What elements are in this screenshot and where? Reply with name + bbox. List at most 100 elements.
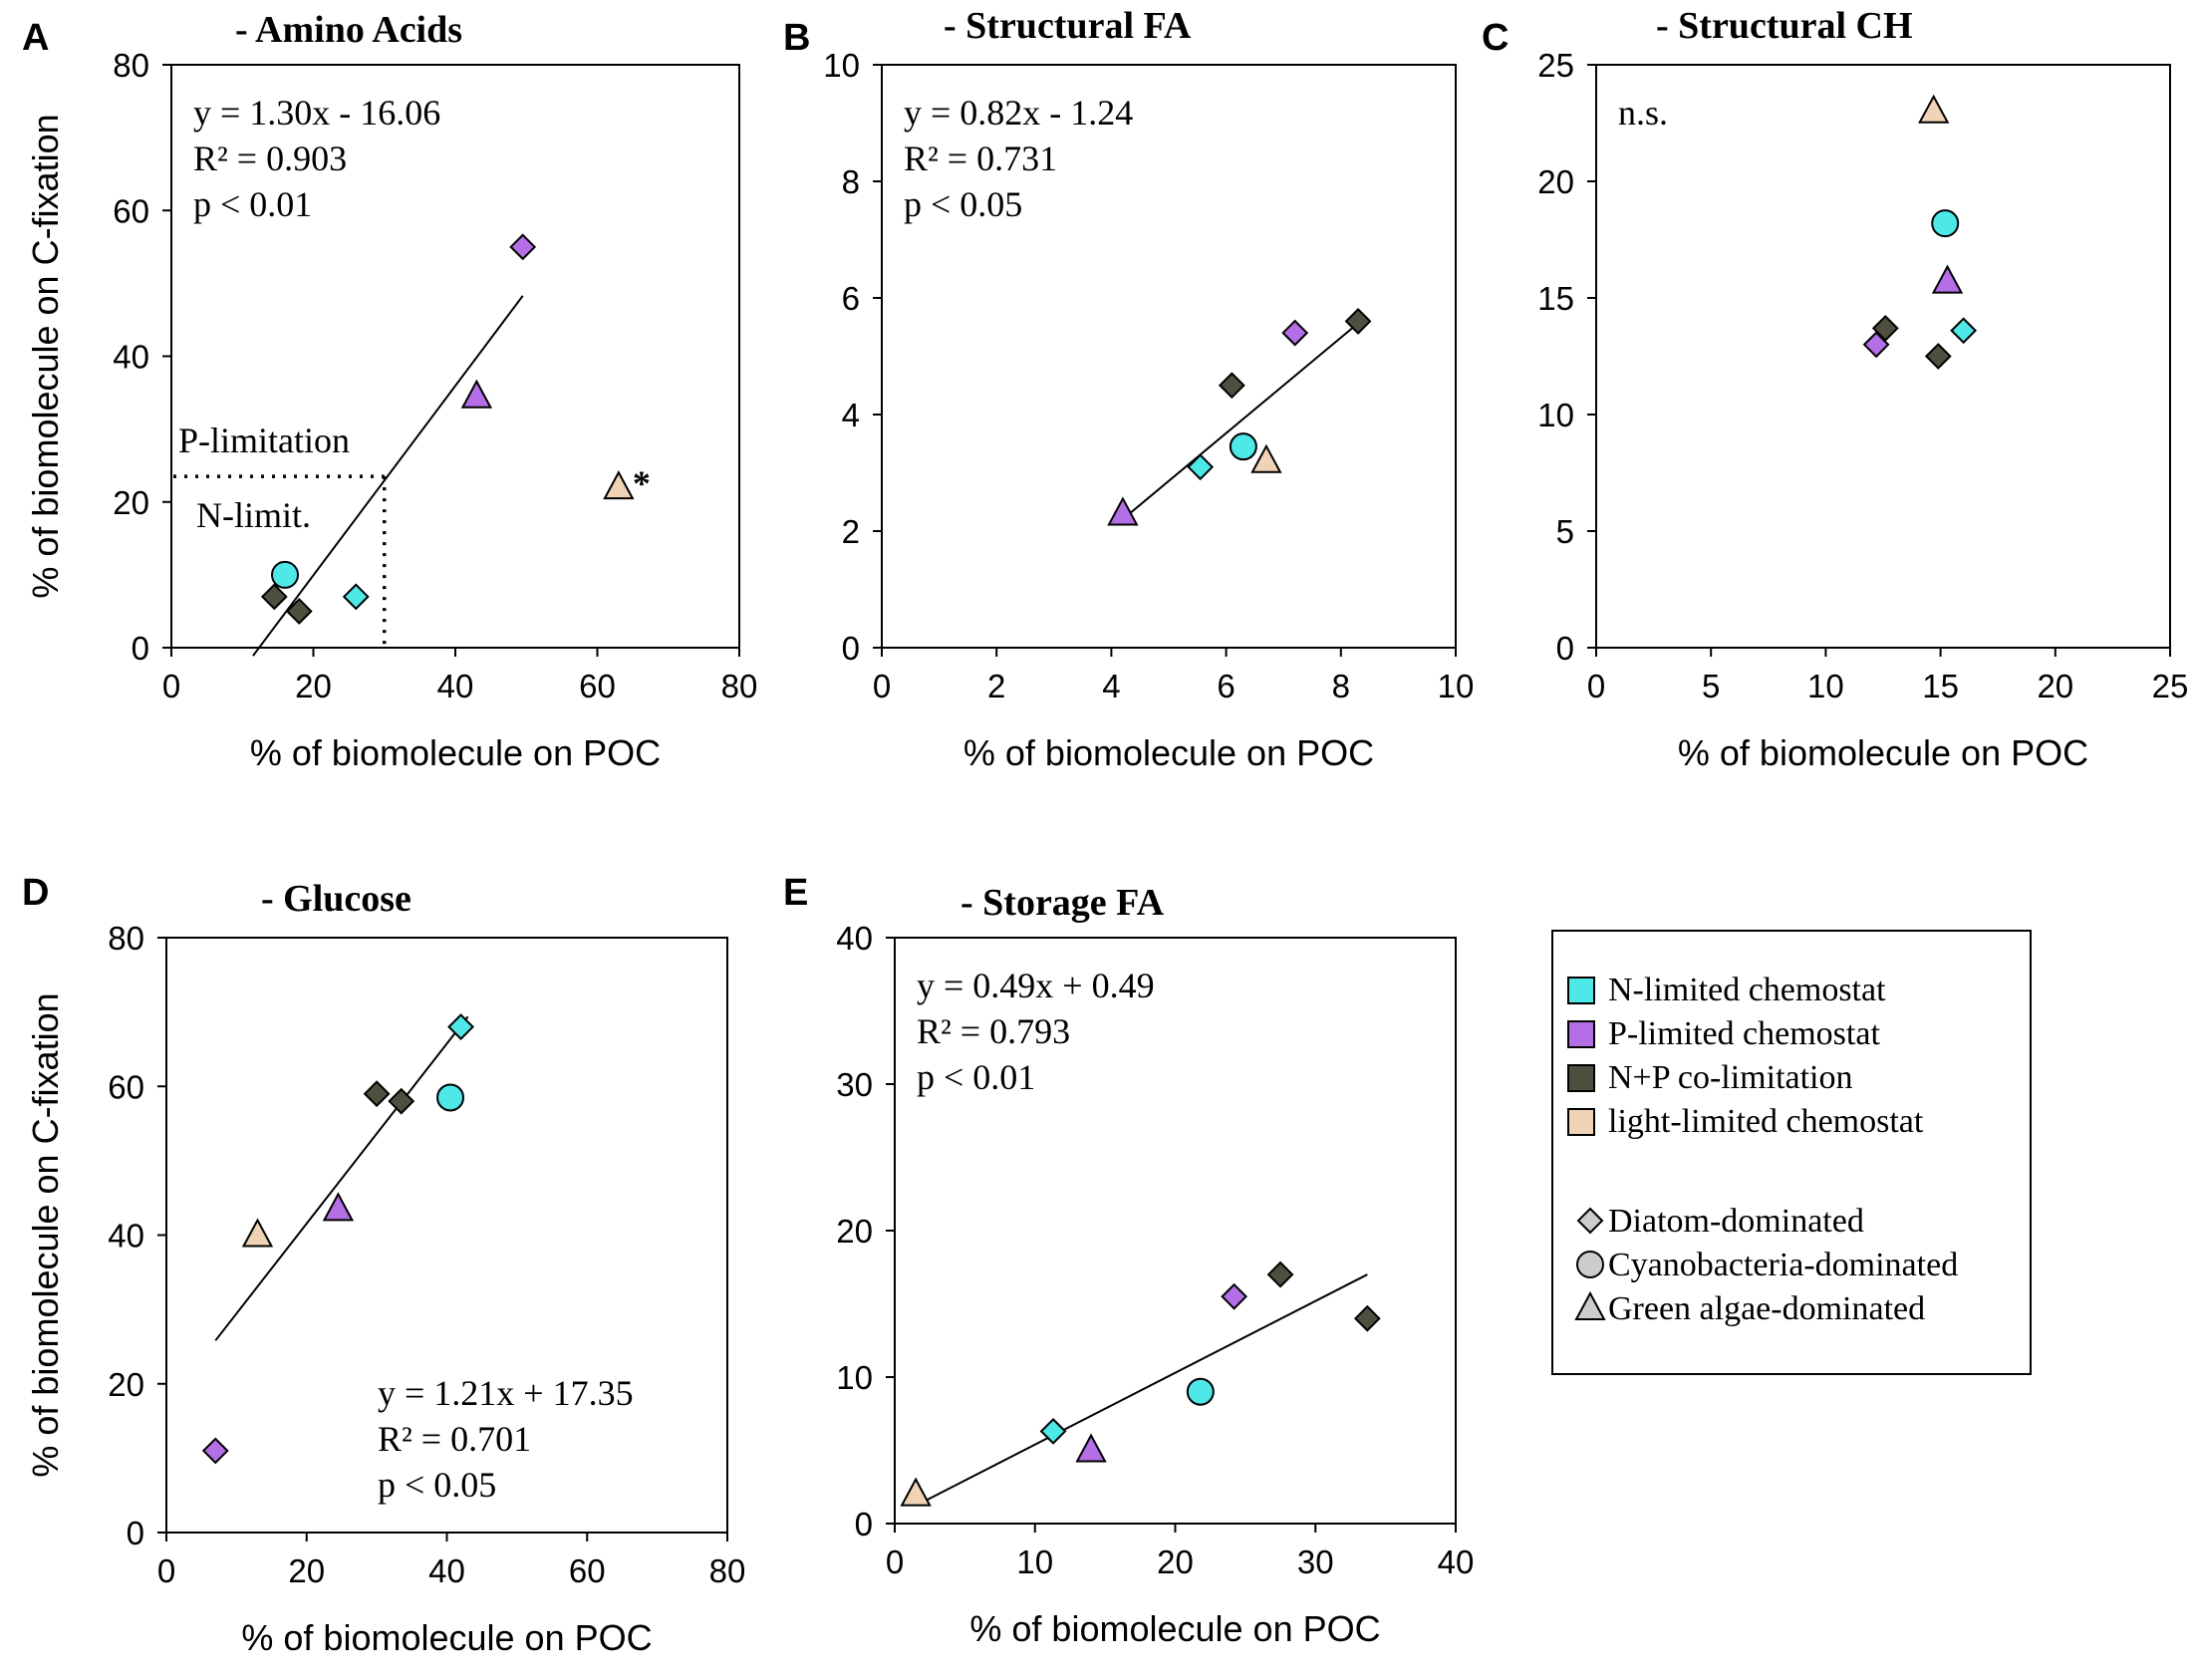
legend-swatch [1567, 1108, 1595, 1136]
regression-stat: n.s. [1618, 93, 1668, 133]
x-tick-label: 2 [987, 668, 1005, 704]
data-point-triangle [1075, 1433, 1107, 1463]
legend-label: light-limited chemostat [1608, 1103, 1924, 1140]
panel-letter: E [783, 872, 808, 914]
y-tick-label: 40 [108, 1218, 144, 1255]
x-tick-label: 0 [157, 1552, 175, 1589]
y-tick-label: 40 [113, 339, 149, 376]
x-tick-label: 60 [569, 1552, 606, 1589]
y-tick-label: 20 [113, 484, 149, 521]
regression-stat: R² = 0.793 [917, 1011, 1070, 1051]
regression-line [915, 1273, 1368, 1507]
x-tick-label: 0 [1587, 668, 1605, 704]
data-point-diamond [1924, 343, 1952, 370]
legend: N-limited chemostat P-limited chemostat N+… [1551, 930, 2032, 1375]
legend-diamond-icon [1576, 1207, 1604, 1235]
regression-stat: y = 0.82x - 1.24 [904, 93, 1133, 133]
y-tick-label: 2 [842, 513, 860, 550]
data-point-diamond [1281, 319, 1309, 347]
x-tick-label: 60 [579, 668, 616, 704]
data-point-circle [1931, 209, 1960, 238]
regression-stat: y = 0.49x + 0.49 [917, 966, 1155, 1005]
y-axis-label: % of biomolecule on C-fixation [25, 114, 66, 598]
y-tick-label: 10 [836, 1359, 873, 1396]
x-tick-label: 20 [295, 668, 332, 704]
data-point-diamond [1218, 372, 1245, 400]
data-point-diamond [509, 233, 537, 261]
x-tick-label: 40 [437, 668, 474, 704]
panel-letter: C [1482, 17, 1509, 59]
x-tick-label: 10 [1438, 668, 1475, 704]
regression-stat: y = 1.30x - 16.06 [193, 93, 440, 133]
y-axis-label: % of biomolecule on C-fixation [25, 992, 66, 1477]
plot-frame [881, 64, 1457, 649]
regression-line [214, 1015, 469, 1341]
panel-d: D - Glucose 0 20 40 60 80 0 20 40 60 80 % of biomole… [22, 872, 745, 1658]
plot-frame [1595, 64, 2171, 649]
data-point-triangle [1107, 496, 1139, 526]
annotation-n-limitation: N-limit. [196, 495, 311, 535]
data-point-circle [436, 1083, 465, 1112]
y-tick-label: 80 [108, 920, 144, 957]
x-tick-label: 20 [2037, 668, 2073, 704]
x-tick-label: 0 [886, 1543, 904, 1580]
legend-label: N-limited chemostat [1608, 972, 1886, 1008]
y-tick-label: 4 [842, 397, 860, 433]
panel-a: A - Amino Acids 0 20 40 60 80 0 20 40 60 80 % of bio… [22, 9, 757, 773]
x-axis-label: % of biomolecule on POC [1678, 732, 2088, 773]
y-tick-label: 60 [113, 192, 149, 229]
x-tick-label: 25 [2152, 668, 2189, 704]
x-tick-label: 80 [709, 1552, 746, 1589]
regression-line [1122, 322, 1359, 520]
panel-e: E - Storage FA 0 10 20 30 40 0 10 20 30 40 % of biom… [783, 872, 1474, 1649]
data-point-diamond [285, 598, 313, 625]
x-tick-label: 10 [1016, 1543, 1053, 1580]
data-point-triangle [900, 1477, 932, 1507]
legend-triangle-icon [1574, 1290, 1606, 1320]
data-point-circle [271, 560, 299, 589]
x-tick-label: 5 [1702, 668, 1720, 704]
y-tick-label: 40 [836, 920, 873, 957]
data-point-diamond [1221, 1282, 1248, 1310]
legend-label: Diatom-dominated [1608, 1203, 1864, 1240]
y-tick-label: 0 [132, 630, 149, 667]
y-tick-label: 8 [842, 163, 860, 200]
legend-swatch [1567, 977, 1595, 1004]
x-tick-label: 6 [1217, 668, 1235, 704]
data-point-diamond [260, 583, 288, 611]
asterisk-mark: * [633, 463, 651, 503]
x-tick-label: 0 [873, 668, 891, 704]
data-point-triangle [1931, 264, 1964, 294]
x-axis-label: % of biomolecule on POC [241, 1617, 652, 1658]
panel-title: - Structural CH [1656, 5, 1913, 47]
panel-letter: B [783, 17, 810, 59]
y-tick-label: 10 [823, 47, 860, 84]
legend-label: Green algae-dominated [1608, 1290, 1925, 1327]
data-point-diamond [1039, 1417, 1067, 1445]
y-tick-label: 20 [108, 1366, 144, 1403]
x-tick-label: 40 [1438, 1543, 1475, 1580]
panel-letter: D [22, 872, 49, 914]
y-tick-label: 6 [842, 280, 860, 317]
legend-frame [1551, 930, 2032, 1375]
y-tick-label: 30 [836, 1066, 873, 1103]
legend-label: Cyanobacteria-dominated [1608, 1247, 1958, 1283]
regression-stat: R² = 0.903 [193, 139, 347, 178]
legend-label: N+P co-limitation [1608, 1059, 1853, 1096]
x-tick-label: 0 [162, 668, 180, 704]
data-point-diamond [1344, 307, 1372, 335]
panel-letter: A [22, 17, 49, 59]
data-point-diamond [1871, 315, 1899, 342]
x-tick-label: 15 [1922, 668, 1959, 704]
regression-stat: R² = 0.731 [904, 139, 1057, 178]
regression-line [252, 295, 524, 657]
legend-circle-icon [1576, 1251, 1604, 1278]
data-point-diamond [201, 1437, 229, 1465]
panel-title: - Structural FA [944, 5, 1192, 47]
y-tick-label: 0 [855, 1506, 873, 1542]
data-point-triangle [1918, 94, 1950, 124]
data-point-triangle [241, 1218, 274, 1248]
x-axis-label: % of biomolecule on POC [969, 1608, 1380, 1649]
y-tick-label: 15 [1537, 280, 1574, 317]
data-point-diamond [1353, 1304, 1381, 1332]
